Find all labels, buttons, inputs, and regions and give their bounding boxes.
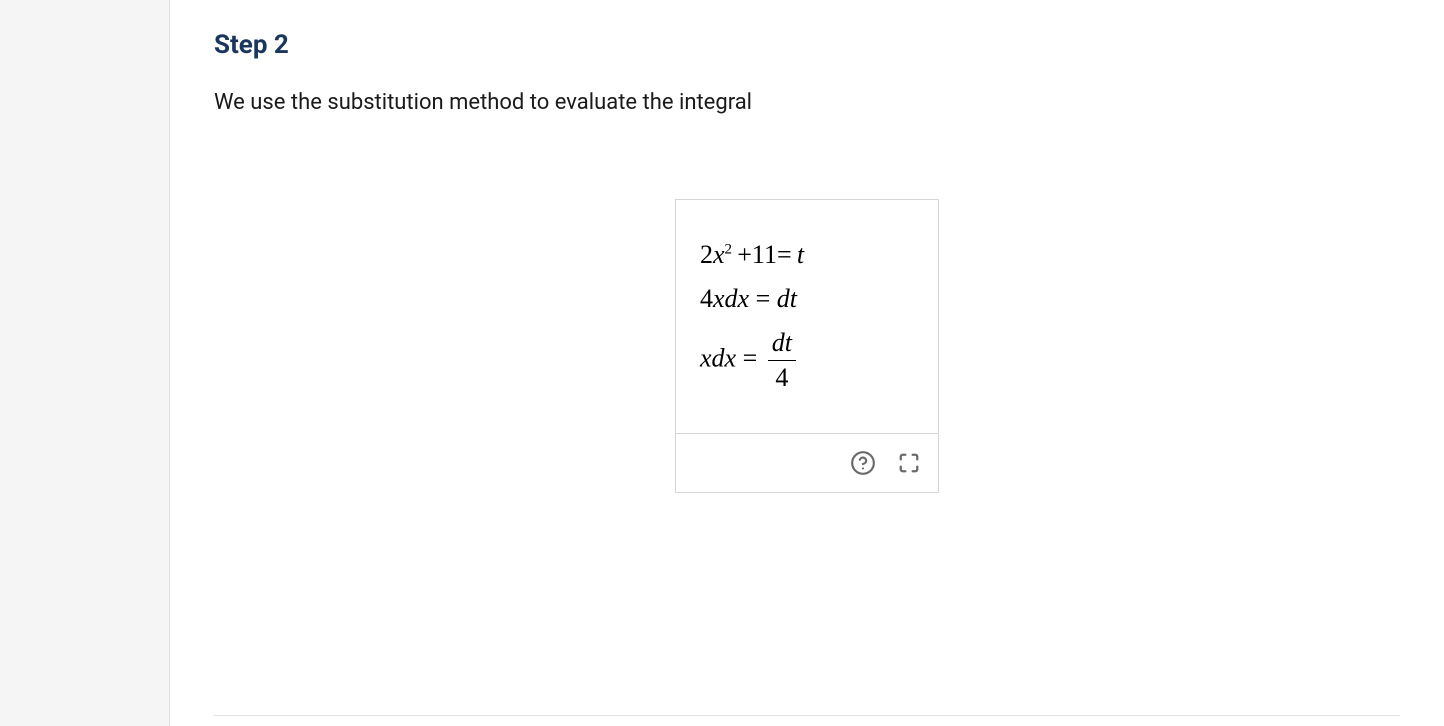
- step-body-text: We use the substitution method to evalua…: [214, 86, 1400, 119]
- lhs-2: xdx: [713, 284, 749, 313]
- eq-2: =: [749, 284, 777, 313]
- var-1: x: [713, 240, 725, 269]
- rhs-2: dt: [777, 284, 797, 313]
- math-line-3: xdx = dt 4: [700, 328, 914, 393]
- lhs-3: xdx: [700, 343, 736, 372]
- math-line-1: 2x2 +11= t: [700, 240, 914, 270]
- frac-denominator: 4: [768, 363, 796, 393]
- eq-1: =: [777, 240, 792, 269]
- frac-line: [768, 360, 796, 361]
- divider: [214, 715, 1400, 716]
- coeff-2: 4: [700, 284, 713, 313]
- fraction: dt 4: [768, 328, 796, 393]
- exp-1: 2: [725, 241, 733, 257]
- coeff-1: 2: [700, 240, 713, 269]
- eq-3: =: [736, 343, 764, 372]
- math-box-wrapper: 2x2 +11= t 4xdx = dt xdx = dt4: [214, 199, 1400, 493]
- frac-numerator: dt: [768, 328, 796, 358]
- math-line-2: 4xdx = dt: [700, 284, 914, 314]
- step-title: Step 2: [214, 30, 1400, 60]
- math-toolbar: [676, 433, 938, 492]
- fullscreen-icon[interactable]: [898, 452, 920, 474]
- left-gutter: [0, 0, 170, 726]
- plus-const-1: +11: [737, 240, 777, 269]
- main-content: Step 2 We use the substitution method to…: [170, 0, 1444, 726]
- help-circle-icon[interactable]: [850, 450, 876, 476]
- math-box: 2x2 +11= t 4xdx = dt xdx = dt4: [675, 199, 939, 493]
- rhs-1: t: [797, 240, 804, 269]
- math-content: 2x2 +11= t 4xdx = dt xdx = dt4: [676, 200, 938, 433]
